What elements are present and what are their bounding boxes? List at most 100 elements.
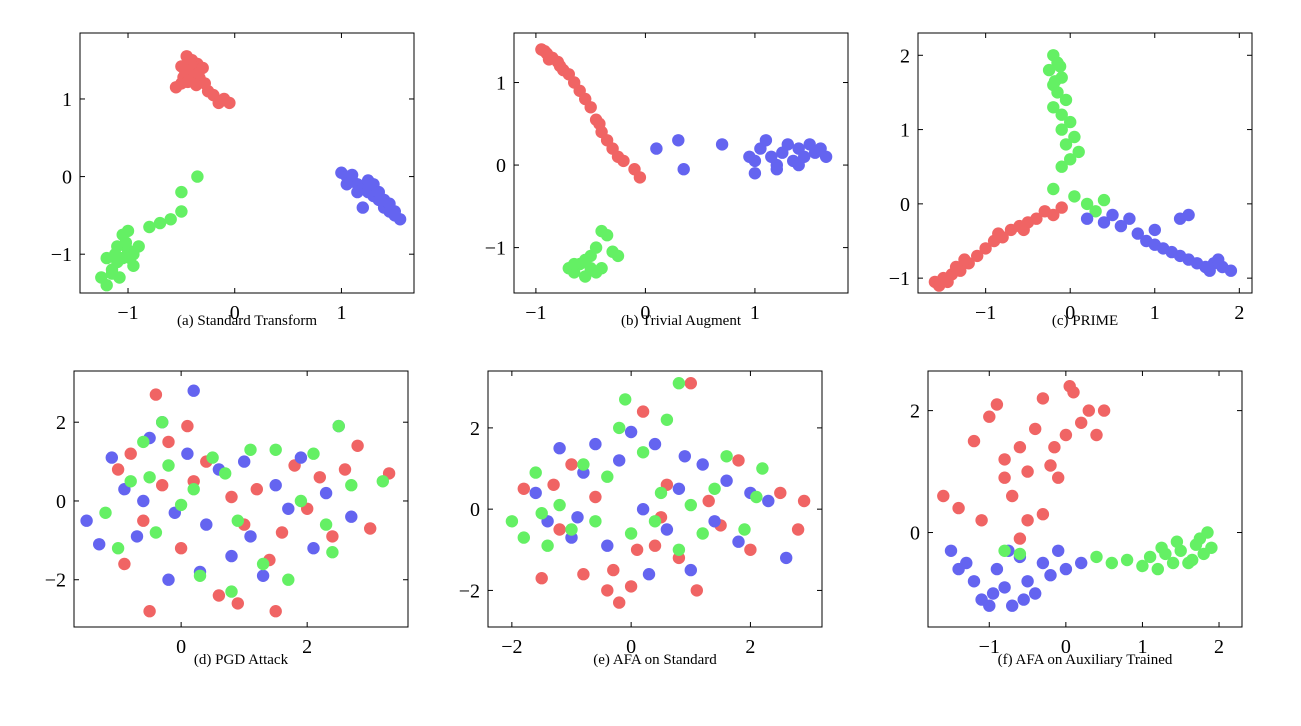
scatter-panel: −1 0 1 −1 0 1 (b) Trivial Augment [485,32,849,329]
data-point [1052,471,1065,484]
y-tick-label: 2 [900,45,910,67]
data-point [744,543,757,556]
data-point [231,597,244,610]
data-point [364,522,377,535]
data-point [1105,556,1119,570]
x-tick-label: −1 [117,302,138,324]
data-point [1082,404,1096,417]
data-point [732,454,745,467]
plot-frame [73,370,409,628]
data-point [372,185,385,199]
y-tick-label: −1 [485,238,506,260]
data-point [624,425,638,439]
data-point [642,568,656,581]
y-tick-label: 0 [62,167,72,189]
data-point [517,531,530,544]
data-point [1080,197,1094,211]
data-point [1089,205,1102,218]
data-point [326,530,339,543]
data-point [589,490,602,504]
data-point [338,463,352,476]
data-point [672,482,686,495]
data-point [565,523,578,536]
data-point [313,471,326,484]
data-point [143,605,156,618]
y-tick-label: −1 [889,268,910,290]
data-point [797,494,811,508]
data-point [109,248,122,261]
data-point [80,514,93,527]
data-point [244,443,257,456]
data-point [517,482,530,495]
x-tick-label: −1 [979,636,1000,658]
data-point [162,573,175,586]
data-point [137,514,150,527]
y-tick-label: 0 [470,499,480,521]
scatter-panel: −1 0 1 −1 0 1 (a) Standard Transform [51,32,415,329]
panel-caption: (b) Trivial Augment [621,313,742,329]
data-point [1017,593,1030,606]
data-point [156,416,169,429]
data-point [191,170,204,183]
data-point [113,271,126,284]
data-point [187,483,200,496]
data-point [617,154,630,168]
data-point [636,503,650,516]
series-blue [1080,208,1238,277]
data-point [636,405,650,418]
data-point [1047,208,1060,222]
data-point [708,482,721,495]
series-green [998,526,1218,576]
data-point [282,502,295,515]
data-point [345,168,359,182]
data-point [1030,212,1043,225]
data-point [319,486,333,500]
data-point [941,275,954,289]
data-point [225,585,238,598]
data-point [269,443,282,456]
data-point [1013,547,1027,561]
data-point [351,439,364,452]
data-point [340,178,353,191]
data-point [1080,212,1094,225]
series-red [928,201,1068,292]
data-point [1013,441,1027,454]
data-point [383,197,396,210]
data-point [1029,422,1042,436]
data-point [696,527,709,540]
data-point [1131,227,1145,240]
x-tick-label: 0 [640,302,650,324]
data-point [307,542,320,555]
data-point [690,584,703,597]
data-point [174,542,188,555]
data-point [169,81,183,94]
data-point [1006,599,1019,612]
data-point [111,463,125,476]
data-point [1017,223,1030,237]
data-point [990,562,1004,576]
panel-caption: (e) AFA on Standard [593,652,717,668]
data-point [944,544,958,557]
data-point [774,486,787,500]
data-point [1114,219,1128,233]
data-point [1047,101,1060,114]
data-point [648,539,662,552]
data-point [1048,75,1062,88]
data-point [1106,208,1119,222]
data-point [1055,123,1068,136]
plot-frame [513,32,849,294]
data-point [1036,556,1050,570]
x-tick-label: 0 [176,636,186,658]
data-point [1068,130,1081,144]
x-tick-label: 1 [1150,302,1160,324]
data-point [1044,459,1057,472]
data-point [356,201,369,214]
data-point [1090,550,1103,564]
data-point [351,185,364,199]
data-point [535,572,548,585]
data-point [720,450,733,463]
data-point [175,185,188,199]
data-point [1097,193,1111,207]
data-point [250,483,263,496]
data-point [319,518,333,531]
